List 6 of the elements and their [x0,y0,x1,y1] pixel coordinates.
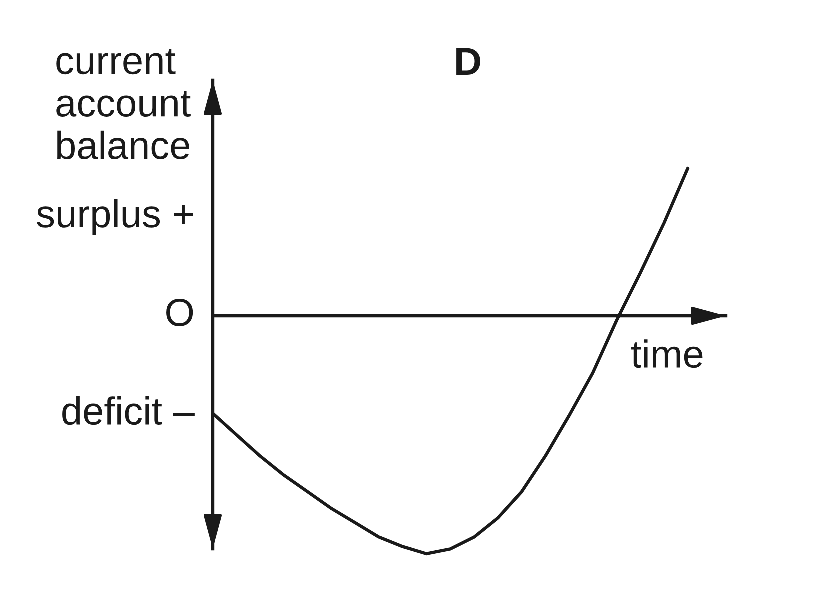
text: O [166,298,194,326]
chart-title: D [456,48,480,76]
y-axis-title: current account balance [56,49,191,160]
text: deficit – [62,396,195,426]
text: surplus + [37,199,194,236]
x-axis-title: time [632,340,703,368]
